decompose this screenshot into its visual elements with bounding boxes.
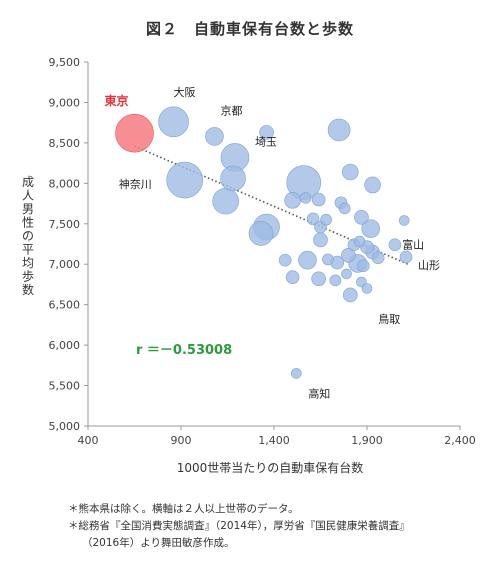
y-tick-label: 8,500 [49,137,81,150]
y-tick-label: 8,000 [49,177,81,190]
data-point [322,253,334,266]
y-tick-label: 6,000 [49,339,81,352]
y-axis-title-char: 数 [22,282,34,297]
y-tick-label: 5,500 [49,380,81,393]
data-point [205,127,224,146]
y-axis-title-char: の [22,229,34,243]
data-point [354,210,369,225]
data-point [364,176,381,194]
data-point [329,274,342,287]
footnotes: ＊熊本県は除く。横軸は２人以上世帯のデータ。 ＊総務省『全国消費実態調査』（20… [68,501,488,552]
x-axis-title: 1000世帯当たりの自動車保有台数 [177,460,364,475]
data-point [399,250,413,264]
y-axis-title-char: 人 [22,189,34,203]
y-axis-title-char: 成 [22,175,34,189]
y-axis-title-char: 性 [22,216,34,230]
footnote-line: ＊総務省『全国消費実態調査』（2014年），厚労省『国民健康栄養調査』 [68,520,410,532]
data-point [313,232,328,248]
point-label: 山形 [418,259,440,272]
y-tick-label: 9,500 [49,56,81,69]
point-label: 埼玉 [255,134,277,148]
point-label: 鳥取 [378,312,400,326]
data-point [212,187,239,215]
chart-title: 図２ 自動車保有台数と歩数 [146,20,354,38]
data-point [320,213,332,226]
data-point [291,368,302,379]
point-label: 京都 [220,103,242,117]
data-point [299,192,312,204]
data-point [259,125,274,140]
data-point [361,219,381,238]
data-point [248,221,274,246]
point-label: 東京 [105,93,129,108]
data-point [306,212,320,226]
y-axis-title-char: 均 [22,256,34,270]
data-point [327,118,351,142]
data-point [220,165,246,192]
data-point [278,253,292,267]
data-point [356,259,370,273]
data-point [398,215,410,226]
data-point [311,271,326,287]
data-point [311,192,326,207]
point-label: 大阪 [174,85,196,99]
data-point [371,251,385,265]
x-tick-label: 400 [78,434,99,447]
data-point [341,268,352,280]
scatter-chart: 図２ 自動車保有台数と歩数 5,000 5,500 6,000 6,500 7,000 7… [22,20,476,475]
data-point [298,250,317,270]
x-tick-label: 1,400 [258,434,290,447]
data-point [285,270,300,284]
y-tick-label: 7,500 [49,218,81,231]
data-point [342,287,358,303]
y-tick-label: 6,500 [49,299,81,312]
data-point-highlight [115,113,154,153]
data-point [361,283,373,294]
y-axis-title-char: 男 [22,202,34,216]
data-point [353,235,366,248]
footnote-line: ＊熊本県は除く。横軸は２人以上世帯のデータ。 [68,503,299,515]
chart-axes: 5,000 5,500 6,000 6,500 7,000 7,500 8,000 8,500… [49,56,476,447]
point-label: 富山 [402,238,424,252]
footnote-line: （2016年）より舞田敏彦作成。 [82,537,235,549]
y-axis-title-char: 歩 [22,269,34,284]
x-tick-label: 1,900 [351,434,383,447]
x-tick-label: 900 [171,434,192,447]
x-tick-label: 2,400 [444,434,476,447]
data-point [338,202,351,215]
data-point [341,163,359,181]
point-label: 高知 [308,386,330,400]
data-point [284,192,301,209]
point-label: 神奈川 [119,177,152,191]
y-tick-label: 7,000 [49,258,81,271]
data-point [166,161,204,199]
data-point [158,106,189,138]
data-point [341,248,356,263]
y-axis-title-char: 平 [22,243,34,257]
data-point [388,238,402,252]
correlation-annotation: r ＝－0.53008 [136,343,232,358]
data-points [115,106,413,379]
y-tick-label: 9,000 [49,96,81,109]
y-tick-label: 5,000 [49,420,81,433]
